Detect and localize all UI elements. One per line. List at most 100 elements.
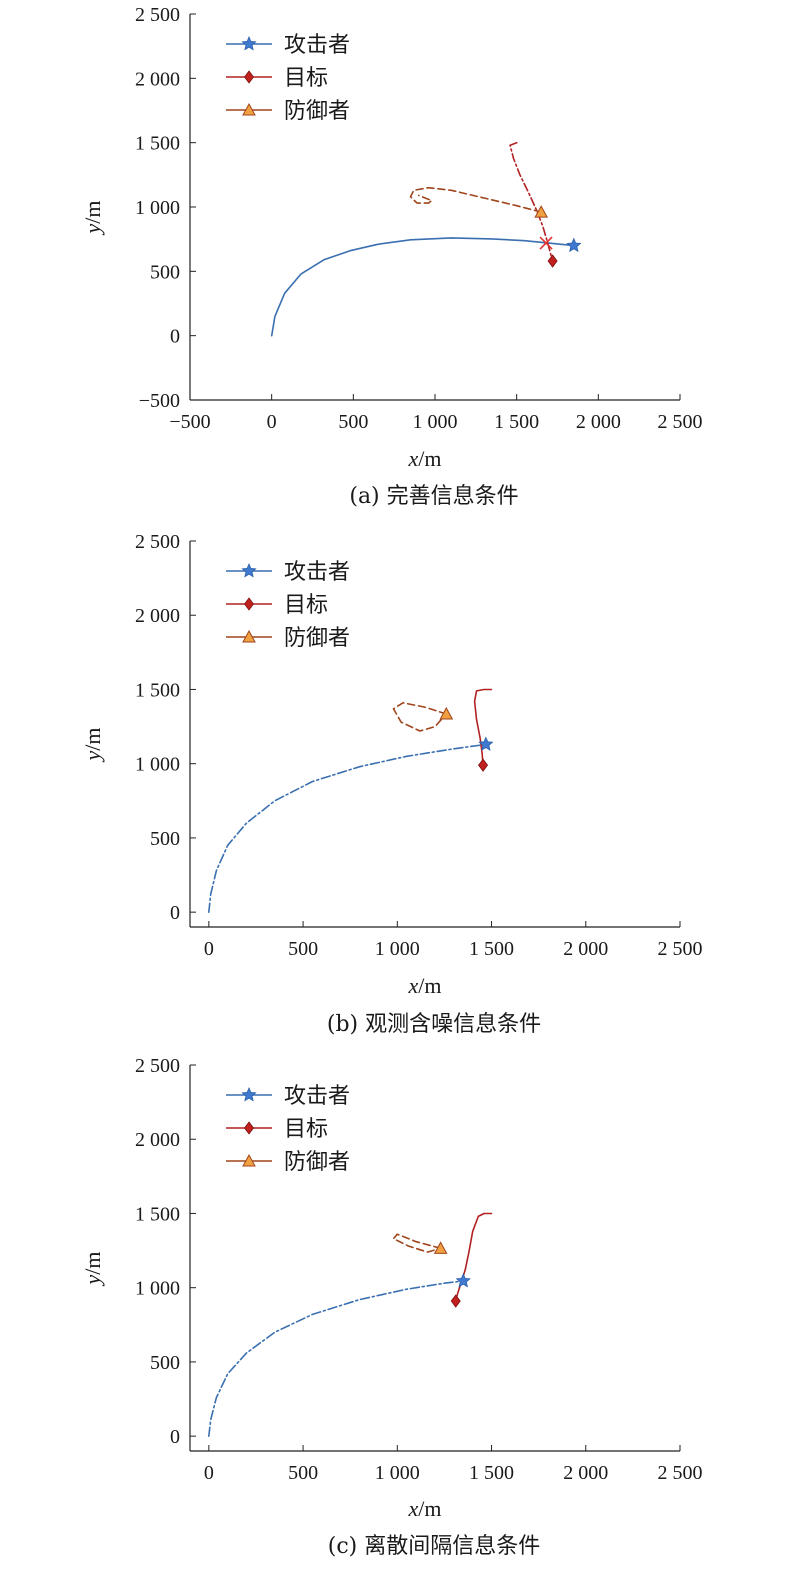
- y-axis-unit: /m: [80, 728, 105, 751]
- y-tick-label: 0: [170, 1426, 180, 1448]
- x-tick-label: 2 000: [563, 1462, 608, 1484]
- x-tick-label: 2 500: [658, 411, 703, 433]
- legend-label-2: 目标: [284, 66, 328, 91]
- x-tick-label: 0: [267, 411, 277, 433]
- x-tick-label: 1 000: [413, 411, 458, 433]
- legend-marker-1: [241, 35, 257, 51]
- y-tick-label: 2 000: [135, 1129, 180, 1151]
- legend-marker-3: [242, 629, 256, 643]
- legend-marker-3: [242, 102, 256, 116]
- y-tick-label: 1 500: [135, 133, 180, 155]
- legend-label-3: 防御者: [284, 1150, 350, 1175]
- y-tick-label: 2 500: [135, 531, 180, 553]
- y-axis-label: y/m: [80, 1252, 105, 1287]
- x-axis-var: x: [408, 1496, 419, 1521]
- legend-label-1: 攻击者: [284, 33, 350, 58]
- panel-caption: (c) 离散间隔信息条件: [328, 1534, 540, 1559]
- x-tick-label: 500: [288, 938, 318, 960]
- legend-label-2: 目标: [284, 1117, 328, 1142]
- x-axis-unit: /m: [418, 1496, 441, 1521]
- series-line-2: [473, 688, 493, 766]
- series-end-marker-3: [439, 706, 454, 720]
- series-line-1: [270, 237, 575, 337]
- series-line-2: [454, 1212, 493, 1302]
- y-tick-label: 1 000: [135, 197, 180, 219]
- x-tick-label: 1 500: [469, 938, 514, 960]
- x-tick-label: 2 000: [576, 411, 621, 433]
- series-line-3: [392, 702, 448, 732]
- x-tick-label: 2 500: [658, 1462, 703, 1484]
- x-tick-label: 2 500: [658, 938, 703, 960]
- y-tick-label: 1 500: [135, 679, 180, 701]
- series-line-2: [509, 141, 554, 262]
- series-end-marker-2: [450, 1294, 461, 1308]
- series-end-marker-2: [547, 254, 558, 268]
- y-axis-var: y: [80, 224, 105, 236]
- x-tick-label: 2 000: [563, 938, 608, 960]
- series-end-marker-1: [478, 736, 494, 751]
- y-tick-label: 2 500: [135, 1055, 180, 1077]
- x-tick-label: 0: [204, 938, 214, 960]
- x-axis-unit: /m: [418, 446, 441, 471]
- series-end-marker-1: [566, 237, 582, 253]
- x-tick-label: 500: [288, 1462, 318, 1484]
- intercept-cross-marker: [539, 236, 553, 250]
- series-end-marker-3: [433, 1241, 448, 1254]
- y-tick-label: 500: [150, 828, 180, 850]
- panel-caption: (b) 观测含噪信息条件: [327, 1012, 541, 1037]
- y-axis-unit: /m: [80, 201, 105, 224]
- legend-label-2: 目标: [284, 593, 328, 618]
- y-tick-label: 0: [170, 326, 180, 348]
- legend-marker-2: [244, 597, 254, 611]
- chart-panel-3: 0 500 1 000 1 500 2 000 2 500 0 500 1 000 1 500 2 …: [80, 1055, 703, 1559]
- y-tick-label: 1 500: [135, 1203, 180, 1225]
- legend-marker-2: [244, 1121, 254, 1135]
- legend-marker-1: [241, 1086, 257, 1102]
- y-tick-label: 2 000: [135, 605, 180, 627]
- series-end-marker-3: [534, 205, 549, 218]
- panel-caption: (a) 完善信息条件: [349, 484, 518, 509]
- x-tick-label: 500: [338, 411, 368, 433]
- y-tick-label: 500: [150, 261, 180, 283]
- x-axis-var: x: [408, 973, 419, 998]
- y-tick-label: 1 000: [135, 754, 180, 776]
- y-tick-label: 2 000: [135, 68, 180, 90]
- legend-label-1: 攻击者: [284, 1084, 350, 1109]
- legend-label-3: 防御者: [284, 626, 350, 651]
- legend-marker-3: [242, 1153, 256, 1167]
- y-axis-label: y/m: [80, 201, 105, 236]
- series-line-3: [392, 1233, 442, 1253]
- legend-label-3: 防御者: [284, 99, 350, 124]
- legend-marker-1: [241, 562, 257, 578]
- x-tick-label: 1 500: [494, 411, 539, 433]
- series-line-1: [208, 1280, 465, 1437]
- y-tick-label: 2 500: [135, 4, 180, 26]
- chart-panel-2: 0 500 1 000 1 500 2 000 2 500 0 500 1 000 1 500 2 …: [80, 531, 703, 1037]
- x-axis-label: x/m: [408, 973, 442, 998]
- x-axis-label: x/m: [408, 1496, 442, 1521]
- legend-label-1: 攻击者: [284, 560, 350, 585]
- x-tick-label: 1 000: [375, 938, 420, 960]
- series-line-1: [208, 743, 487, 913]
- series-end-marker-1: [455, 1272, 471, 1288]
- series-end-marker-2: [478, 758, 489, 772]
- y-axis-var: y: [80, 751, 105, 763]
- x-tick-label: −500: [169, 411, 210, 433]
- x-axis-var: x: [408, 446, 419, 471]
- x-tick-label: 0: [204, 1462, 214, 1484]
- series-line-3: [409, 186, 542, 213]
- y-axis-label: y/m: [80, 728, 105, 763]
- x-axis-label: x/m: [408, 446, 442, 471]
- y-tick-label: 500: [150, 1352, 180, 1374]
- y-tick-label: 1 000: [135, 1278, 180, 1300]
- x-axis-unit: /m: [418, 973, 441, 998]
- y-tick-label: −500: [139, 390, 180, 412]
- legend-marker-2: [244, 70, 254, 84]
- x-tick-label: 1 000: [375, 1462, 420, 1484]
- y-axis-unit: /m: [80, 1252, 105, 1275]
- x-tick-label: 1 500: [469, 1462, 514, 1484]
